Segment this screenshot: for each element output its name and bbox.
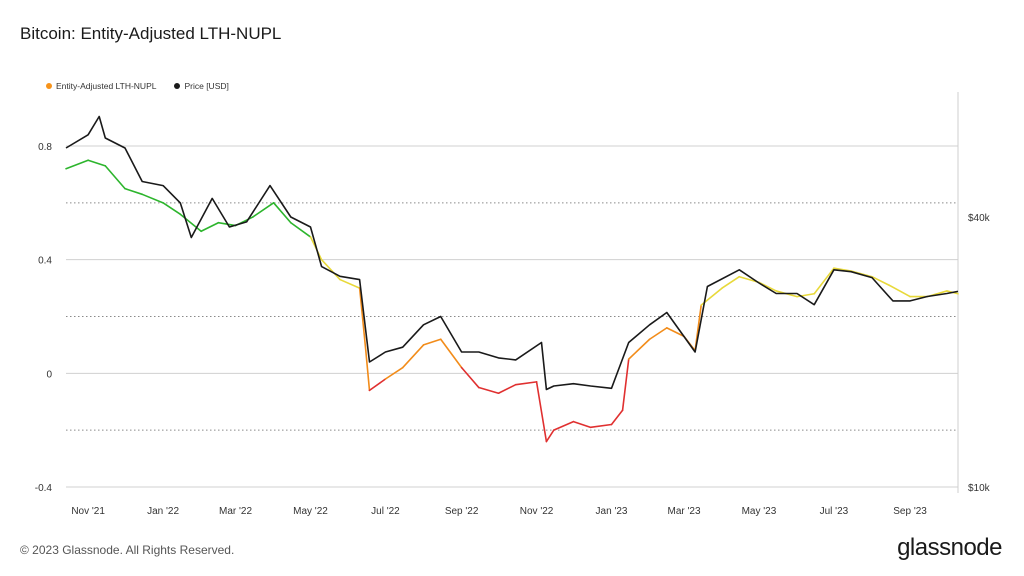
nupl-line-segment: [364, 349, 371, 392]
glassnode-logo: glassnode: [897, 534, 1002, 561]
nupl-line-segment: [721, 275, 741, 289]
nupl-line-segment: [358, 287, 367, 352]
nupl-line-segment: [290, 221, 312, 238]
nupl-line-segment: [124, 187, 143, 196]
nupl-line-segment: [439, 338, 463, 369]
nupl-line-segment: [871, 275, 890, 287]
nupl-line-segment: [320, 258, 341, 281]
nupl-line-segment: [627, 338, 651, 360]
series-lines: [65, 115, 959, 443]
nupl-line-segment: [621, 358, 630, 412]
nupl-line-segment: [384, 366, 404, 380]
nupl-line-segment: [65, 159, 89, 170]
nupl-line-segment: [368, 378, 387, 392]
nupl-line-segment: [422, 338, 442, 346]
nupl-line-segment: [251, 202, 275, 218]
nupl-line-segment: [179, 213, 202, 233]
x-tick-label: Sep '23: [893, 506, 927, 517]
x-tick-label: Jul '22: [371, 506, 400, 517]
nupl-line-segment: [545, 429, 555, 443]
x-tick-label: Nov '22: [520, 506, 554, 517]
nupl-line-segment: [666, 327, 685, 338]
price-line: [65, 115, 959, 391]
nupl-line-segment: [514, 381, 538, 386]
x-tick-label: Sep '22: [445, 506, 479, 517]
x-tick-label: Jan '22: [147, 506, 179, 517]
nupl-line-segment: [478, 386, 500, 395]
x-tick-label: Nov '21: [71, 506, 105, 517]
x-tick-label: Jan '23: [596, 506, 628, 517]
y-right-tick-label: $10k: [968, 483, 991, 494]
nupl-line-segment: [87, 159, 107, 167]
legend-item-nupl[interactable]: Entity-Adjusted LTH-NUPL: [46, 81, 156, 91]
nupl-line-segment: [104, 165, 126, 190]
y-left-tick-label: -0.4: [35, 483, 53, 494]
y-left-tick-label: 0: [46, 369, 52, 380]
nupl-line-segment: [162, 202, 182, 215]
legend-dot-price-icon: [174, 83, 181, 89]
y-right-tick-label: $40k: [968, 213, 991, 224]
legend-item-price[interactable]: Price [USD]: [174, 81, 229, 91]
nupl-line-segment: [460, 366, 480, 389]
nupl-line-segment: [401, 344, 425, 369]
nupl-line-segment: [833, 267, 852, 272]
nupl-line-segment: [610, 409, 624, 426]
nupl-line-segment: [648, 327, 668, 341]
x-tick-label: May '23: [742, 506, 777, 517]
nupl-line-segment: [272, 202, 292, 224]
legend-label-price: Price [USD]: [184, 81, 229, 91]
x-tick-label: May '22: [293, 506, 328, 517]
nupl-line-segment: [572, 420, 592, 429]
nupl-line-segment: [813, 267, 835, 295]
nupl-line-segment: [589, 423, 613, 429]
y-left-tick-label: 0.8: [38, 142, 52, 153]
x-tick-label: Mar '23: [667, 506, 700, 517]
nupl-line-segment: [339, 278, 361, 289]
x-tick-label: Mar '22: [219, 506, 252, 517]
legend-dot-nupl-icon: [46, 83, 52, 89]
nupl-line-segment: [552, 420, 575, 431]
legend: Entity-Adjusted LTH-NUPL Price [USD]: [46, 81, 229, 91]
y-left-tick-label: 0.4: [38, 256, 52, 267]
x-tick-label: Jul '23: [820, 506, 849, 517]
nupl-line-segment: [535, 381, 548, 443]
grid: [66, 92, 959, 493]
nupl-line-segment: [888, 284, 911, 298]
legend-label-nupl: Entity-Adjusted LTH-NUPL: [56, 81, 157, 91]
nupl-line-segment: [200, 221, 220, 233]
nupl-line-segment: [141, 193, 164, 204]
nupl-line-segment: [497, 383, 517, 395]
chart-title: Bitcoin: Entity-Adjusted LTH-NUPL: [20, 24, 282, 43]
copyright-text: © 2023 Glassnode. All Rights Reserved.: [20, 543, 235, 557]
axes: 0.8 0.4 0 -0.4 $40k $10k Nov '21 Jan '22 Mar '22…: [35, 142, 991, 517]
